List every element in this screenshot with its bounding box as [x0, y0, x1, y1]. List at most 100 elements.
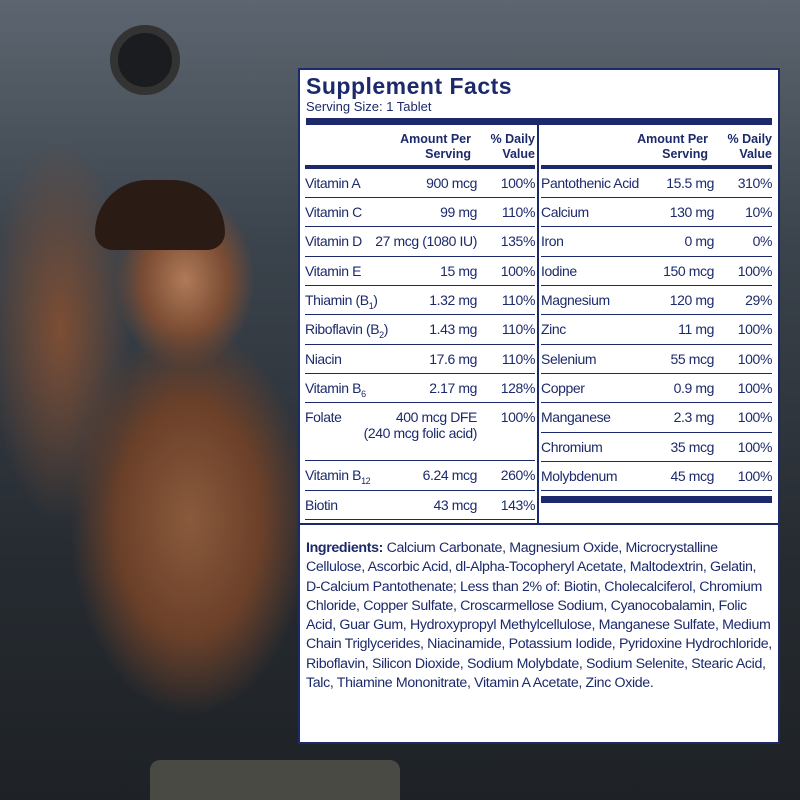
nutrient-row: Vitamin D 27 mcg (1080 IU) 135%: [305, 227, 535, 257]
nutrient-name: Thiamin (B: [305, 292, 369, 308]
nutrient-amount: 55 mcg: [670, 351, 714, 367]
column-divider: [537, 125, 539, 523]
nutrient-amount: 900 mcg: [426, 175, 477, 191]
header-value: Value: [502, 147, 535, 161]
nutrient-name: Molybdenum: [541, 468, 618, 484]
nutrient-amount: 1.32 mg: [429, 292, 477, 308]
serving-size: Serving Size: 1 Tablet: [306, 99, 432, 114]
nutrient-name: Vitamin B: [305, 467, 362, 483]
supplement-facts-panel: Supplement Facts Serving Size: 1 Tablet …: [298, 68, 780, 744]
nutrient-name: Vitamin E: [305, 263, 362, 279]
nutrient-amount: 43 mcg: [433, 497, 477, 513]
nutrient-row: Calcium 130 mg 10%: [541, 198, 772, 227]
nutrient-daily-value: 100%: [737, 351, 773, 367]
nutrient-row: Pantothenic Acid 15.5 mg 310%: [541, 169, 772, 198]
nutrient-row: Iron 0 mg 0%: [541, 227, 772, 257]
nutrient-name: Niacin: [305, 351, 342, 367]
nutrient-name: Zinc: [541, 321, 566, 337]
nutrient-amount: 130 mg: [669, 204, 715, 220]
nutrient-name: Biotin: [305, 497, 338, 513]
subscript: 12: [361, 475, 371, 486]
nutrient-row: Riboflavin (B2) 1.43 mg 110%: [305, 315, 535, 345]
nutrient-daily-value: 100%: [737, 380, 773, 396]
nutrient-daily-value: 135%: [500, 233, 536, 249]
nutrient-daily-value: 100%: [737, 409, 773, 425]
nutrient-amount: 400 mcg DFE: [395, 409, 478, 425]
subscript: 6: [361, 388, 366, 399]
nutrient-name: Iron: [541, 233, 564, 249]
header-value: Value: [739, 147, 772, 161]
subscript: 2: [379, 329, 384, 340]
dumbbell: [110, 25, 180, 95]
nutrient-daily-value: 110%: [501, 321, 536, 337]
nutrient-daily-value: 100%: [737, 439, 773, 455]
nutrient-daily-value: 29%: [745, 292, 772, 308]
nutrient-row: Biotin 43 mcg 143%: [305, 491, 535, 520]
nutrient-row: Zinc 11 mg 100%: [541, 315, 772, 345]
nutrient-row: Folate 400 mcg DFE (240 mcg folic acid) 1…: [305, 403, 535, 461]
nutrient-row: Thiamin (B1) 1.32 mg 110%: [305, 286, 535, 315]
nutrient-daily-value: 100%: [500, 175, 536, 191]
nutrient-amount: 27 mcg (1080 IU): [375, 233, 477, 249]
nutrient-name: Vitamin A: [305, 175, 361, 191]
bottom-rule: [541, 496, 772, 503]
nutrient-amount: 15.5 mg: [666, 175, 714, 191]
nutrient-name: Selenium: [541, 351, 597, 367]
column-header: Amount Per Serving % Daily Value: [305, 125, 535, 169]
nutrient-name: Vitamin D: [305, 233, 362, 249]
nutrient-name: Magnesium: [541, 292, 610, 308]
nutrient-amount: 2.17 mg: [429, 380, 477, 396]
column-header: Amount Per Serving % Daily Value: [541, 125, 772, 169]
nutrient-daily-value: 10%: [745, 204, 772, 220]
nutrient-row: Magnesium 120 mg 29%: [541, 286, 772, 315]
nutrient-amount: 2.3 mg: [673, 409, 715, 425]
nutrient-name: Pantothenic Acid: [541, 175, 639, 191]
nutrient-daily-value: 100%: [737, 468, 773, 484]
nutrient-name: Iodine: [541, 263, 577, 279]
panel-title: Supplement Facts: [306, 73, 513, 99]
nutrient-amount: 6.24 mcg: [422, 467, 478, 483]
subscript: 1: [368, 300, 374, 311]
nutrient-row: Vitamin B12 6.24 mcg 260%: [305, 461, 535, 491]
left-column: Amount Per Serving % Daily Value Vitamin A…: [305, 125, 535, 520]
header-daily: % Daily: [490, 132, 535, 146]
nutrient-daily-value: 260%: [500, 467, 536, 483]
nutrient-row: Vitamin C 99 mg 110%: [305, 198, 535, 227]
nutrient-row: Molybdenum 45 mcg 100%: [541, 462, 772, 491]
header-amount: Amount Per: [400, 132, 471, 146]
nutrient-amount: 35 mcg: [670, 439, 714, 455]
nutrient-amount: 150 mcg: [663, 263, 714, 279]
nutrient-name: Calcium: [541, 204, 589, 220]
nutrient-name: Copper: [541, 380, 585, 396]
nutrient-row: Copper 0.9 mg 100%: [541, 374, 772, 403]
ingredients: Ingredients: Calcium Carbonate, Magnesiu…: [300, 523, 778, 693]
nutrient-row: Chromium 35 mcg 100%: [541, 433, 772, 462]
name-suffix: ): [383, 321, 389, 337]
man-hair: [95, 180, 225, 250]
nutrient-amount: 0 mg: [684, 233, 714, 249]
nutrient-daily-value: 100%: [737, 321, 773, 337]
nutrient-name: Chromium: [541, 439, 603, 455]
nutrient-daily-value: 128%: [500, 380, 536, 396]
top-rule: [306, 118, 772, 125]
nutrient-amount: 11 mg: [678, 321, 714, 337]
nutrient-amount: 1.43 mg: [429, 321, 477, 337]
nutrient-row: Vitamin A 900 mcg 100%: [305, 169, 535, 198]
nutrient-daily-value: 110%: [501, 292, 536, 308]
nutrient-name: Vitamin C: [305, 204, 362, 220]
nutrient-amount: 99 mg: [440, 204, 477, 220]
name-suffix: ): [373, 292, 378, 308]
header-amount: Amount Per: [637, 132, 708, 146]
nutrient-row: Iodine 150 mcg 100%: [541, 257, 772, 286]
nutrient-name: Folate: [305, 409, 342, 425]
nutrient-daily-value: 110%: [501, 351, 536, 367]
nutrient-amount-note: (240 mcg folic acid): [363, 425, 478, 441]
nutrient-row: Selenium 55 mcg 100%: [541, 345, 772, 374]
nutrient-amount: 120 mg: [669, 292, 715, 308]
nutrient-name: Riboflavin (B: [305, 321, 380, 337]
nutrient-amount: 45 mcg: [670, 468, 714, 484]
nutrient-row: Manganese 2.3 mg 100%: [541, 403, 772, 433]
nutrient-daily-value: 100%: [500, 409, 536, 425]
ingredients-label: Ingredients:: [306, 540, 383, 556]
nutrient-amount: 0.9 mg: [673, 380, 715, 396]
